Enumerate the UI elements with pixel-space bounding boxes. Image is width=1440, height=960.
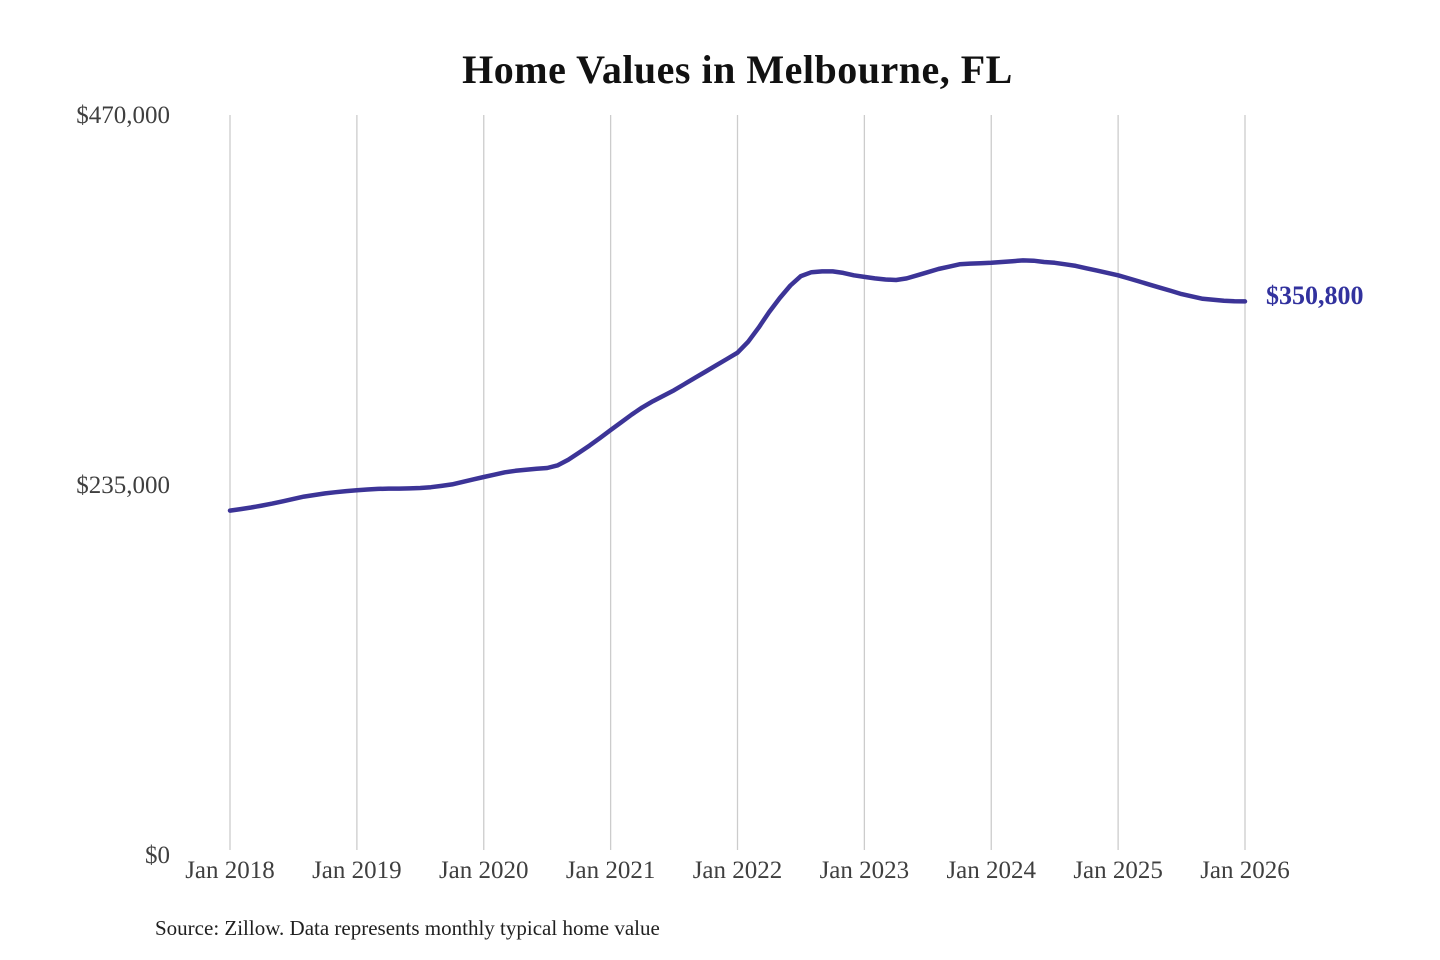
y-tick-label-zero: $0 [145,842,170,869]
home-value-line [227,258,1248,513]
end-value-label: $350,800 [1266,281,1364,310]
x-tick-label: Jan 2025 [1073,857,1163,884]
x-tick-label: Jan 2019 [312,857,402,884]
y-tick-label-top: $470,000 [76,102,170,129]
x-tick-label: Jan 2023 [819,857,910,884]
source-note: Source: Zillow. Data represents monthly … [155,916,660,940]
x-tick-label: Jan 2020 [438,857,529,884]
x-tick-label: Jan 2022 [692,857,783,884]
gridlines-group [229,115,1246,850]
x-tick-label: Jan 2026 [1200,857,1290,884]
y-tick-label-mid: $235,000 [76,472,170,499]
x-tick-label: Jan 2018 [185,857,275,884]
chart-title: Home Values in Melbourne, FL [462,47,1013,92]
x-tick-label: Jan 2021 [565,857,656,884]
x-tick-label: Jan 2024 [946,857,1037,884]
